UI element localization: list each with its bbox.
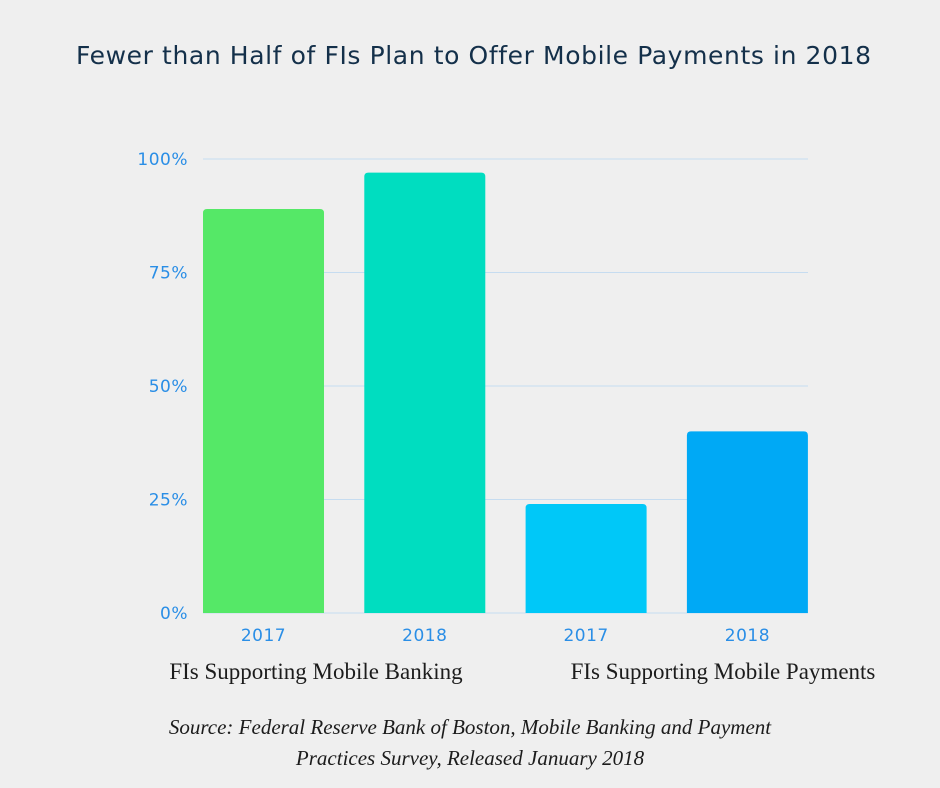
source-line-1: Source: Federal Reserve Bank of Boston, …	[168, 715, 772, 739]
x-tick-label: 2018	[402, 626, 447, 646]
x-tick-label: 2018	[725, 626, 770, 646]
x-tick-label: 2017	[563, 626, 608, 646]
y-tick-label: 75%	[149, 264, 188, 284]
y-tick-label: 25%	[149, 491, 188, 511]
group-label: FIs Supporting Mobile Banking	[169, 659, 463, 684]
bar	[203, 208, 324, 613]
bar	[364, 172, 486, 613]
y-tick-label: 0%	[160, 604, 188, 624]
bar	[525, 504, 647, 613]
y-tick-label: 100%	[137, 150, 188, 170]
chart-title: Fewer than Half of FIs Plan to Offer Mob…	[76, 41, 872, 70]
source-note: Source: Federal Reserve Bank of Boston, …	[0, 712, 940, 774]
y-tick-label: 50%	[149, 377, 188, 397]
group-label: FIs Supporting Mobile Payments	[571, 659, 876, 684]
bar	[686, 431, 808, 613]
source-line-2: Practices Survey, Released January 2018	[295, 746, 645, 770]
bar-chart: 0% 25% 50% 75% 100% 2017 2018 2017 2018 FIs Suppo…	[137, 150, 876, 684]
x-tick-label: 2017	[241, 626, 286, 646]
